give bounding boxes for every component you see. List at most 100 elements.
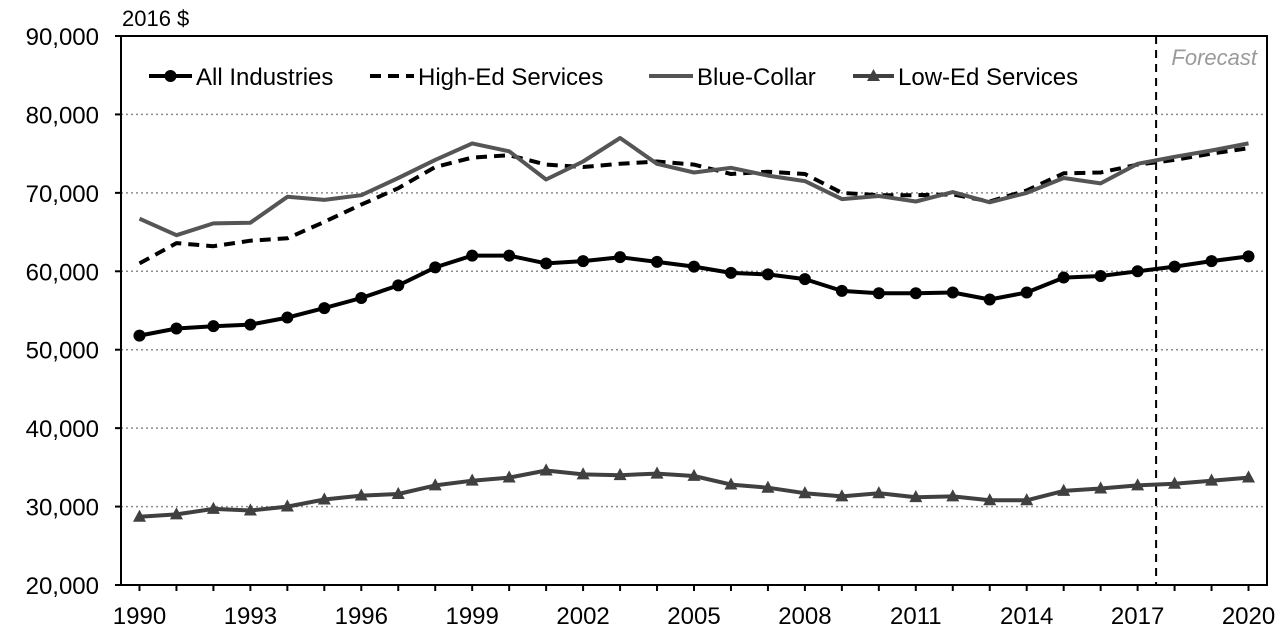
data-point-all-industries (614, 251, 627, 264)
data-point-all-industries (244, 318, 257, 331)
data-point-low-ed-services (391, 486, 405, 499)
data-point-low-ed-services (946, 489, 960, 502)
legend-label: Low-Ed Services (898, 64, 1078, 91)
data-point-low-ed-services (502, 470, 516, 483)
y-tick-label: 50,000 (26, 338, 99, 365)
data-point-low-ed-services (132, 509, 146, 522)
legend-marker (867, 69, 880, 81)
legend-item-high-ed-services: High-Ed Services (370, 64, 603, 91)
legend-item-blue-collar: Blue-Collar (649, 64, 816, 91)
x-tick-label: 2020 (1222, 603, 1275, 630)
data-point-low-ed-services (354, 488, 368, 501)
plot-frame (120, 35, 1268, 586)
data-point-all-industries (170, 322, 183, 335)
data-point-low-ed-services (983, 493, 997, 506)
data-point-low-ed-services (1242, 470, 1256, 483)
data-point-all-industries (651, 255, 664, 268)
data-point-low-ed-services (428, 478, 442, 491)
data-point-low-ed-services (1057, 483, 1071, 496)
data-point-all-industries (688, 260, 700, 273)
data-point-all-industries (133, 329, 146, 342)
data-point-low-ed-services (724, 477, 738, 490)
series-line-blue-collar (138, 136, 1249, 238)
data-point-low-ed-services (317, 492, 331, 505)
data-point-low-ed-services (576, 467, 590, 480)
data-point-low-ed-services (169, 507, 183, 520)
legend-label: Blue-Collar (697, 64, 816, 91)
legend-label: High-Ed Services (418, 64, 603, 91)
data-point-low-ed-services (687, 468, 701, 481)
data-point-all-industries (1094, 269, 1107, 282)
y-tick-label: 20,000 (26, 573, 99, 600)
data-point-low-ed-services (465, 473, 479, 486)
forecast-label: Forecast (1171, 45, 1257, 70)
x-tick-label: 2008 (778, 603, 831, 630)
grid-lines (121, 113, 1267, 508)
x-tick-label: 1996 (335, 603, 388, 630)
y-tick-label: 60,000 (26, 259, 99, 286)
data-point-low-ed-services (280, 499, 294, 512)
data-point-all-industries (1168, 260, 1181, 273)
data-point-all-industries (835, 284, 848, 297)
y-tick-label: 80,000 (26, 102, 99, 129)
data-point-all-industries (761, 268, 774, 281)
data-point-low-ed-services (761, 480, 775, 493)
data-point-all-industries (466, 249, 479, 262)
data-point-all-industries (872, 287, 885, 300)
y-tick-label: 30,000 (26, 495, 99, 522)
data-point-low-ed-services (539, 463, 553, 476)
data-point-low-ed-services (1094, 481, 1108, 494)
data-point-low-ed-services (1131, 478, 1145, 491)
data-point-all-industries (503, 249, 516, 262)
x-tick-label: 2017 (1111, 603, 1164, 630)
data-point-low-ed-services (1205, 473, 1219, 486)
legend: All Industries High-Ed Services Blue-Colla… (149, 64, 1078, 91)
data-point-all-industries (946, 286, 959, 299)
data-point-low-ed-services (909, 490, 923, 503)
data-point-all-industries (1131, 265, 1144, 278)
x-tick-label: 2011 (890, 603, 942, 630)
data-point-low-ed-services (835, 489, 849, 502)
y-tick-label: 70,000 (26, 181, 99, 208)
data-point-all-industries (1057, 271, 1070, 284)
legend-item-all-industries: All Industries (149, 64, 333, 91)
data-point-all-industries (983, 293, 996, 306)
data-point-low-ed-services (650, 466, 664, 479)
legend-label: All Industries (196, 64, 333, 91)
forecast-region: Forecast (1155, 36, 1258, 585)
x-tick-label: 2005 (667, 603, 720, 630)
data-point-all-industries (281, 311, 294, 324)
x-tick-label: 2002 (556, 603, 609, 630)
data-point-all-industries (1242, 250, 1255, 263)
data-point-all-industries (724, 266, 737, 279)
legend-marker (164, 70, 177, 82)
data-point-all-industries (909, 287, 922, 300)
series-line-high-ed-services (138, 146, 1249, 266)
y-axis-unit-label: 2016 $ (122, 6, 189, 31)
data-point-low-ed-services (243, 503, 257, 516)
data-point-all-industries (798, 273, 811, 286)
y-tick-label: 40,000 (26, 416, 99, 443)
legend-item-low-ed-services: Low-Ed Services (853, 64, 1078, 91)
series-lines (138, 136, 1249, 519)
y-axis-ticks: 20,000 30,000 40,000 50,000 60,000 70,000 80,0… (26, 24, 121, 600)
data-point-all-industries (355, 291, 368, 304)
x-axis-ticks: 1990 1993 1996 1999 2002 2005 2008 2011 2014 2017… (113, 585, 1275, 630)
data-point-low-ed-services (872, 486, 886, 499)
x-tick-label: 2014 (1000, 603, 1053, 630)
data-point-low-ed-services (1168, 476, 1182, 489)
series-markers (132, 249, 1256, 522)
x-tick-label: 1999 (445, 603, 498, 630)
data-point-all-industries (207, 320, 220, 333)
data-point-low-ed-services (798, 486, 812, 499)
x-tick-label: 1990 (113, 603, 166, 630)
data-point-all-industries (540, 257, 553, 270)
data-point-all-industries (429, 261, 442, 274)
y-tick-label: 90,000 (26, 24, 99, 51)
x-tick-label: 1993 (224, 603, 277, 630)
data-point-all-industries (392, 279, 405, 292)
data-point-low-ed-services (206, 501, 220, 514)
data-point-all-industries (1020, 286, 1033, 299)
data-point-all-industries (318, 302, 331, 315)
